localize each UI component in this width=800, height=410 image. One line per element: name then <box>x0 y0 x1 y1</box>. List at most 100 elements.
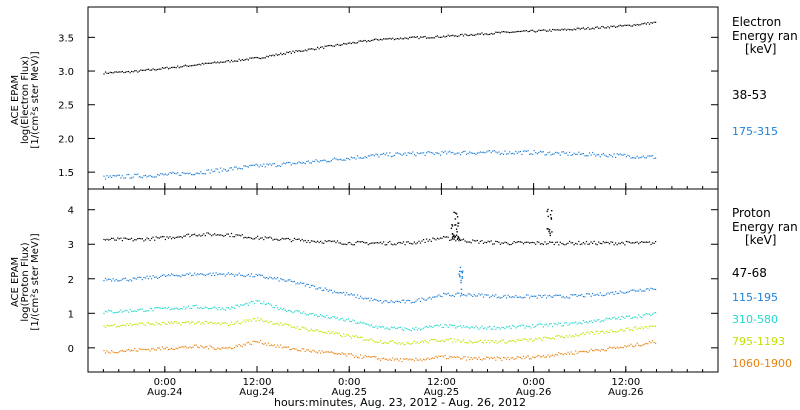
data-point <box>467 241 469 243</box>
data-point <box>396 37 399 40</box>
data-point <box>444 340 446 342</box>
proton-legend-series-4: 795-1193 <box>732 335 785 348</box>
data-point <box>352 294 354 296</box>
data-point <box>504 150 506 152</box>
data-point <box>293 311 296 313</box>
data-point <box>333 316 336 318</box>
data-point <box>470 33 472 36</box>
data-point <box>255 163 257 165</box>
data-point <box>487 34 489 36</box>
data-point <box>576 352 578 355</box>
data-point <box>369 339 371 341</box>
data-point <box>443 326 445 329</box>
data-point <box>240 323 242 325</box>
data-point <box>318 350 320 352</box>
proton-ylabel-line1: ACE EPAM <box>10 257 21 307</box>
data-point <box>578 335 580 337</box>
data-point <box>164 307 166 309</box>
data-point <box>367 155 369 157</box>
data-point <box>333 290 336 292</box>
data-point <box>138 176 140 178</box>
data-point <box>313 330 316 332</box>
data-point <box>655 325 657 327</box>
data-point <box>628 24 631 26</box>
spike-point <box>454 224 456 226</box>
data-point <box>336 292 339 294</box>
data-point <box>215 234 217 236</box>
data-point <box>317 46 319 48</box>
data-point <box>320 352 322 354</box>
data-point <box>197 172 199 174</box>
data-point <box>510 31 512 33</box>
data-point <box>436 340 438 342</box>
data-point <box>476 341 478 343</box>
data-point <box>247 341 249 343</box>
data-point <box>234 236 236 238</box>
data-point <box>452 356 454 358</box>
electron-legend-series-1: 38-53 <box>732 88 767 102</box>
data-point <box>386 244 388 246</box>
data-point <box>361 357 363 359</box>
data-point <box>180 346 182 348</box>
data-point <box>238 58 240 60</box>
data-point <box>361 241 363 243</box>
data-point <box>544 294 546 296</box>
data-point <box>475 153 477 155</box>
data-point <box>373 356 375 358</box>
data-point <box>126 323 128 325</box>
data-point <box>481 151 483 154</box>
data-point <box>152 347 154 350</box>
data-point <box>550 30 552 32</box>
data-point <box>363 356 365 358</box>
data-point <box>103 312 105 314</box>
data-point <box>588 152 591 154</box>
data-point <box>389 328 391 330</box>
data-point <box>578 240 580 243</box>
data-point <box>593 319 595 321</box>
data-point <box>401 242 403 244</box>
data-point <box>275 53 277 55</box>
data-point <box>625 240 627 243</box>
data-point <box>120 279 122 282</box>
data-point <box>221 234 223 237</box>
electron-ylabel-line2: log(Electron Flux) <box>20 56 31 144</box>
data-point <box>624 153 626 155</box>
data-point <box>438 36 440 38</box>
data-point <box>576 243 578 245</box>
data-point <box>492 150 494 152</box>
data-point <box>458 240 460 242</box>
data-point <box>512 296 514 298</box>
data-point <box>129 238 131 240</box>
data-point <box>313 49 316 51</box>
data-point <box>436 295 438 297</box>
data-point <box>277 239 279 241</box>
data-point <box>645 326 647 328</box>
data-point <box>406 358 408 360</box>
data-point <box>423 239 425 241</box>
data-point <box>203 63 205 65</box>
data-point <box>490 340 492 342</box>
data-point <box>112 175 114 177</box>
data-point <box>618 154 620 156</box>
data-point <box>175 307 177 309</box>
data-point <box>458 356 460 358</box>
data-point <box>203 274 205 276</box>
data-point <box>456 152 458 154</box>
data-point <box>552 354 554 356</box>
data-point <box>134 173 136 175</box>
data-point <box>249 319 251 321</box>
data-point <box>555 241 557 244</box>
data-point <box>160 349 162 351</box>
proton-y-tick-label: 4 <box>68 206 74 217</box>
data-point <box>461 358 463 360</box>
data-point <box>114 280 116 282</box>
data-point <box>243 343 245 345</box>
data-point <box>310 351 312 353</box>
data-point <box>413 154 415 156</box>
data-point <box>238 167 240 169</box>
data-point <box>167 321 170 323</box>
data-point <box>261 237 263 239</box>
data-point <box>424 299 426 301</box>
data-point <box>284 323 286 325</box>
data-point <box>499 328 501 330</box>
